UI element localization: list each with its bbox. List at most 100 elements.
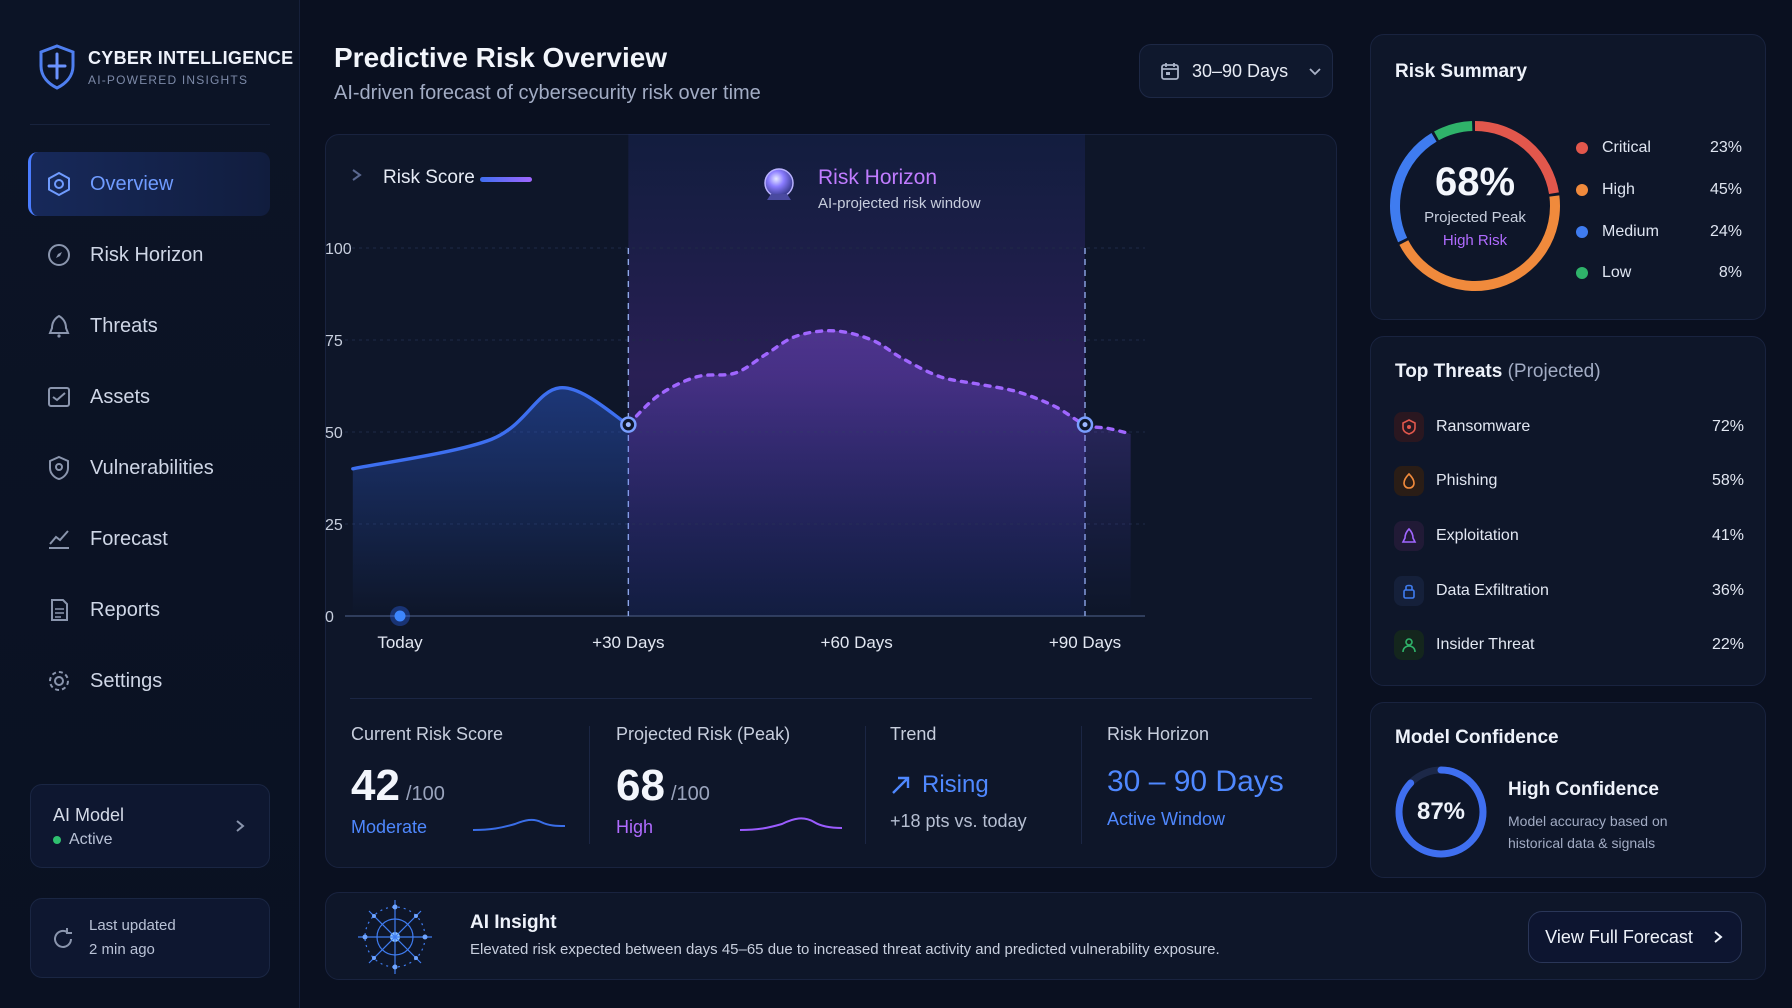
alert-icon <box>48 314 70 338</box>
sidebar: CYBER INTELLIGENCE AI-POWERED INSIGHTS O… <box>0 0 300 1008</box>
trend-value: Rising <box>922 771 989 798</box>
threat-label: Phishing <box>1436 472 1498 489</box>
threat-row-exploitation[interactable]: Exploitation 41% <box>1394 520 1744 552</box>
date-range-value: 30–90 Days <box>1192 60 1289 81</box>
page-title: Predictive Risk Overview <box>334 42 668 73</box>
sidebar-item-risk-horizon[interactable]: Risk Horizon <box>28 223 270 287</box>
risk-horizon-label: Risk Horizon AI-projected risk window <box>764 166 981 212</box>
confidence-heading: High Confidence <box>1508 779 1659 800</box>
sidebar-item-label: Assets <box>90 385 151 408</box>
threat-row-ransomware[interactable]: Ransomware 72% <box>1394 411 1744 443</box>
date-range-dropdown[interactable]: 30–90 Days <box>1139 44 1333 98</box>
legend-item-high: High 45% <box>1576 181 1742 199</box>
threat-label: Data Exfiltration <box>1436 582 1549 599</box>
ai-model-card[interactable]: AI Model Active <box>30 784 270 868</box>
top-threats-qualifier: (Projected) <box>1507 361 1601 382</box>
exploit-icon <box>1394 521 1424 551</box>
risk-summary-title: Risk Summary <box>1395 61 1528 82</box>
donut-center: 68% Projected Peak High Risk <box>1395 160 1555 249</box>
trend-up-arrow-icon <box>892 776 910 794</box>
metric-label: Projected Risk (Peak) <box>616 724 791 744</box>
shield-icon <box>49 455 69 481</box>
button-label: View Full Forecast <box>1545 926 1693 947</box>
legend-swatch <box>480 177 532 182</box>
sidebar-item-settings[interactable]: Settings <box>28 649 270 713</box>
metric-number: 42 <box>351 761 400 810</box>
chevron-right-icon <box>236 820 245 832</box>
legend-item-critical: Critical 23% <box>1576 139 1742 157</box>
top-threats-title: Top Threats (Projected) <box>1395 361 1601 383</box>
ransomware-icon <box>1394 412 1424 442</box>
data-point-marker-core <box>625 422 631 428</box>
y-tick-label: 25 <box>325 517 343 534</box>
metric-label: Risk Horizon <box>1107 724 1210 744</box>
calendar-icon <box>1161 63 1179 80</box>
phishing-icon <box>1394 466 1424 496</box>
legend-pct: 8% <box>1718 264 1742 281</box>
threat-row-insider-threat[interactable]: Insider Threat 22% <box>1394 629 1744 661</box>
metric-suffix: /100 <box>670 783 710 805</box>
gear-icon <box>49 671 69 691</box>
legend-item-low: Low 8% <box>1576 264 1742 282</box>
metric-current-risk: Current Risk Score 42/100 Moderate <box>351 724 503 838</box>
sidebar-item-overview[interactable]: Overview <box>28 152 270 216</box>
threat-row-data-exfiltration[interactable]: Data Exfiltration 36% <box>1394 575 1744 607</box>
legend-dot <box>1576 184 1588 196</box>
chart-line-icon <box>49 530 69 549</box>
sparkline-projected <box>739 817 843 831</box>
threat-label: Exploitation <box>1436 527 1519 544</box>
model-confidence-panel: Model Confidence High Confidence Model a… <box>1370 702 1766 878</box>
legend-pct: 24% <box>1709 223 1742 240</box>
insight-text: Elevated risk expected between days 45–6… <box>470 941 1220 958</box>
donut-value: 68% <box>1434 160 1516 204</box>
legend-label: Risk Score <box>383 167 475 188</box>
sidebar-item-reports[interactable]: Reports <box>28 578 270 642</box>
threat-pct: 22% <box>1711 636 1744 653</box>
threat-pct: 58% <box>1711 472 1744 489</box>
metric-value: 68/100 <box>616 761 790 811</box>
page-subtitle: AI-driven forecast of cybersecurity risk… <box>334 82 761 104</box>
threat-pct: 72% <box>1711 418 1744 435</box>
refresh-icon <box>54 928 72 948</box>
x-tick-label: Today <box>377 633 423 652</box>
ai-model-status: Active <box>69 831 113 848</box>
metric-label: Trend <box>890 724 937 744</box>
metric-projected-risk: Projected Risk (Peak) 68/100 High <box>616 724 790 838</box>
metric-trend: Trend Rising +18 pts vs. today <box>890 724 1027 832</box>
sidebar-item-assets[interactable]: Assets <box>28 365 270 429</box>
metric-value: 42/100 <box>351 761 503 811</box>
legend-item-medium: Medium 24% <box>1576 223 1742 241</box>
legend-label: Medium <box>1602 223 1659 240</box>
legend-label: Critical <box>1602 139 1651 156</box>
legend-label: Low <box>1602 264 1632 281</box>
last-updated-value: 2 min ago <box>89 941 155 958</box>
sidebar-item-vulnerabilities[interactable]: Vulnerabilities <box>28 436 270 500</box>
view-full-forecast-button[interactable]: View Full Forecast <box>1528 911 1742 963</box>
divider <box>865 726 866 844</box>
insight-title: AI Insight <box>470 912 557 933</box>
threat-row-phishing[interactable]: Phishing 58% <box>1394 465 1744 497</box>
horizon-value: 30 – 90 Days <box>1107 765 1284 798</box>
last-updated-label: Last updated <box>89 917 176 934</box>
legend-dot <box>1576 267 1588 279</box>
threat-pct: 41% <box>1711 527 1744 544</box>
chart-legend: Risk Score <box>352 167 532 188</box>
divider <box>589 726 590 844</box>
donut-label: Projected Peak <box>1424 209 1526 226</box>
sidebar-item-label: Vulnerabilities <box>90 456 214 479</box>
donut-segment <box>1390 132 1437 243</box>
sidebar-item-label: Risk Horizon <box>90 243 204 266</box>
shield-logo-icon <box>39 44 75 90</box>
threat-pct: 36% <box>1711 582 1744 599</box>
brand: CYBER INTELLIGENCE AI-POWERED INSIGHTS <box>38 44 293 90</box>
legend-pct: 23% <box>1709 139 1742 156</box>
legend-label: High <box>1602 181 1635 198</box>
document-icon <box>51 599 68 621</box>
y-tick-label: 50 <box>325 425 343 442</box>
today-marker[interactable] <box>394 610 406 622</box>
sidebar-item-forecast[interactable]: Forecast <box>28 507 270 571</box>
sidebar-nav: Overview Risk Horizon Threats Assets Vul… <box>28 152 270 720</box>
metric-risk-horizon: Risk Horizon 30 – 90 Days Active Window <box>1107 724 1284 830</box>
y-tick-label: 100 <box>325 241 352 258</box>
sidebar-item-threats[interactable]: Threats <box>28 294 270 358</box>
